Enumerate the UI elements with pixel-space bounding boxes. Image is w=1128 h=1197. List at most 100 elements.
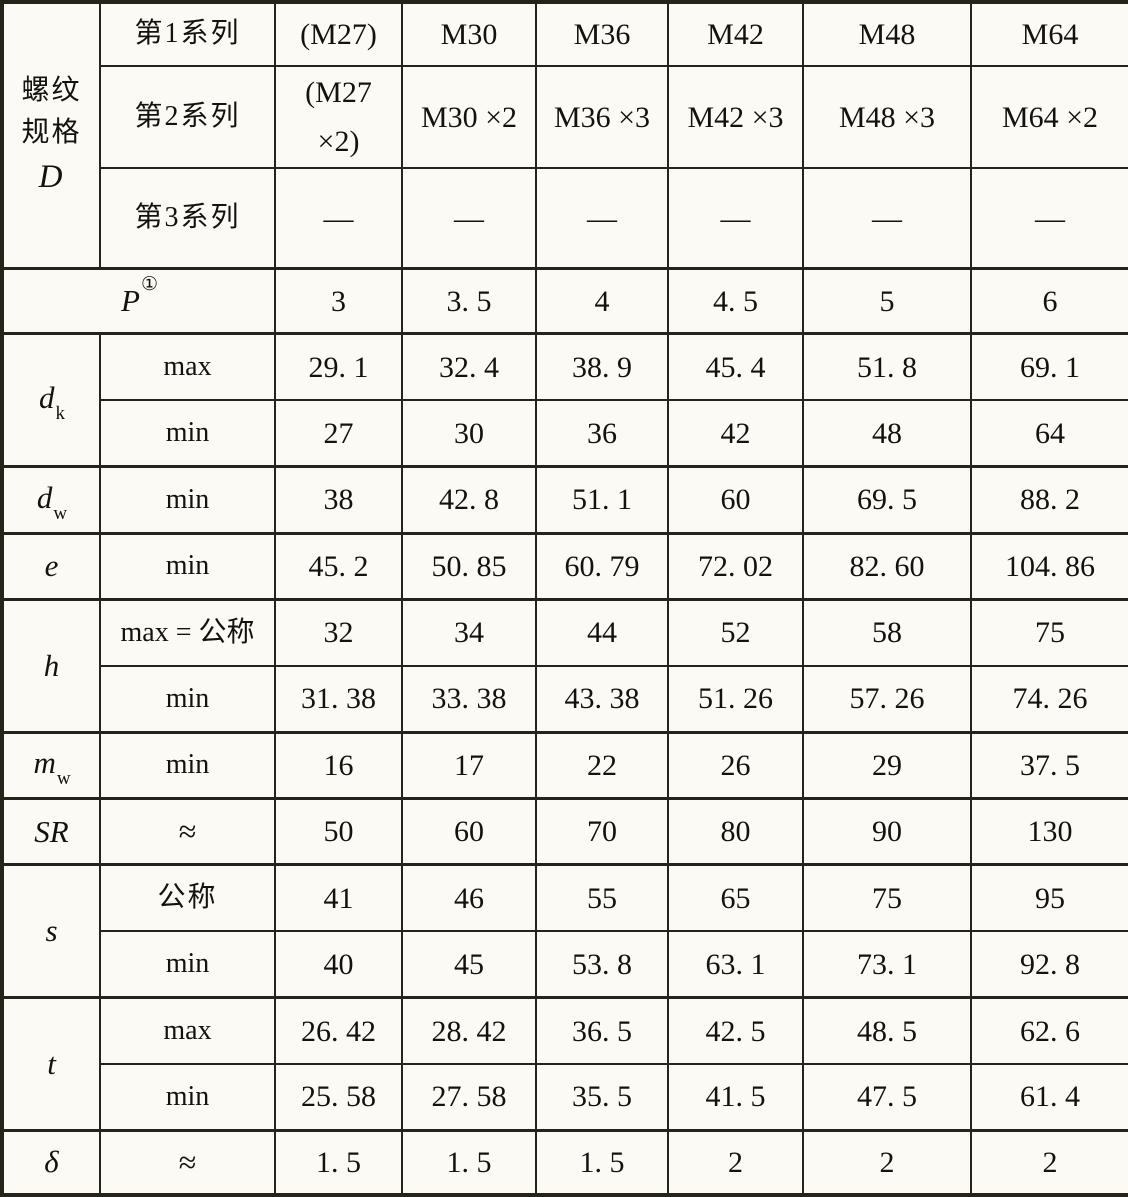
thread-spec-symbol: D <box>38 159 65 196</box>
value-cell: (M27) <box>274 0 403 68</box>
value-cell: 29. 1 <box>274 332 403 402</box>
value-cell: 2 <box>667 1128 804 1196</box>
value-cell: 26. 42 <box>274 996 403 1066</box>
value-cell: 58 <box>802 597 972 667</box>
row-label-sr: SR <box>1 797 101 866</box>
value-cell: 75 <box>802 863 972 933</box>
symbol-dk: dk <box>39 379 65 424</box>
qualifier-cell: min <box>99 730 276 800</box>
symbol-e: e <box>44 548 59 584</box>
table-row: SR ≈ 50 60 70 80 90 130 <box>1 797 1128 866</box>
value-cell: M36 ×3 <box>535 65 669 169</box>
value-cell: 22 <box>535 730 669 800</box>
value-cell: 43. 38 <box>535 664 669 734</box>
value-cell: M42 ×3 <box>667 65 804 169</box>
symbol-t: t <box>47 1045 56 1081</box>
value-cell: 51. 1 <box>535 465 669 535</box>
value-cell: 1. 5 <box>535 1128 669 1196</box>
value-cell: 4 <box>535 267 669 335</box>
value-cell: 52 <box>667 597 804 667</box>
symbol-s: s <box>45 913 58 949</box>
value-cell: 104. 86 <box>970 531 1128 601</box>
value-cell: 46 <box>401 863 537 933</box>
row-label-t: t <box>1 996 101 1132</box>
value-cell: 48 <box>802 399 972 468</box>
table-row: min 40 45 53. 8 63. 1 73. 1 92. 8 <box>2 930 1128 999</box>
value-cell: 27. 58 <box>401 1063 537 1132</box>
value-text: (M27 ×2) <box>305 75 372 159</box>
value-cell: 17 <box>401 730 537 800</box>
value-cell: 69. 1 <box>970 332 1128 402</box>
value-cell: 75 <box>970 597 1128 667</box>
value-cell: 36. 5 <box>535 996 669 1066</box>
value-cell: 33. 38 <box>401 664 537 734</box>
value-cell: — <box>802 166 972 270</box>
row-label-mw: mw <box>1 730 101 800</box>
value-cell: 62. 6 <box>970 996 1128 1066</box>
value-cell: 82. 60 <box>802 531 972 601</box>
thread-spec-label-line1: 螺纹 <box>21 75 82 107</box>
value-cell: 25. 58 <box>274 1063 403 1132</box>
value-cell: M48 <box>802 0 972 68</box>
row-label-e: e <box>1 531 101 601</box>
footnote-ref: ① <box>140 274 158 296</box>
value-cell: 61. 4 <box>970 1063 1128 1132</box>
value-cell: 1. 5 <box>401 1128 537 1196</box>
value-cell: 95 <box>970 863 1128 933</box>
value-cell: 40 <box>274 930 403 999</box>
value-cell: 65 <box>667 863 804 933</box>
value-cell: 27 <box>274 399 403 468</box>
table-row: dk max 29. 1 32. 4 38. 9 45. 4 51. 8 69.… <box>1 332 1128 468</box>
value-cell: M64 <box>970 0 1128 68</box>
row-label-delta: δ <box>1 1128 101 1196</box>
qualifier-cell: max = 公称 <box>99 597 276 667</box>
value-cell: — <box>970 166 1128 270</box>
value-cell: 45. 4 <box>667 332 804 402</box>
table-row: e min 45. 2 50. 85 60. 79 72. 02 82. 60 … <box>1 531 1128 601</box>
value-cell: 3 <box>274 267 403 335</box>
table-row: min 25. 58 27. 58 35. 5 41. 5 47. 5 61. … <box>2 1063 1128 1132</box>
qualifier-cell: 公称 <box>99 863 276 933</box>
value-cell: M30 ×2 <box>401 65 537 169</box>
qualifier-cell: ≈ <box>99 797 276 866</box>
value-cell: 6 <box>970 267 1128 335</box>
table-row: P① 3 3. 5 4 4. 5 5 6 <box>1 267 1128 335</box>
value-cell: 41. 5 <box>667 1063 804 1132</box>
table-row: min 31. 38 33. 38 43. 38 51. 26 57. 26 7… <box>2 664 1128 734</box>
value-cell: 64 <box>970 399 1128 468</box>
qualifier-cell: ≈ <box>99 1128 276 1196</box>
qualifier-cell: min <box>99 531 276 601</box>
value-cell: 57. 26 <box>802 664 972 734</box>
value-cell: 48. 5 <box>802 996 972 1066</box>
row-label-dk: dk <box>1 332 101 468</box>
table-row: min 27 30 36 42 48 64 <box>2 399 1128 468</box>
value-cell: 53. 8 <box>535 930 669 999</box>
qualifier-cell: min <box>99 465 276 535</box>
symbol-delta: δ <box>44 1144 59 1180</box>
symbol-dw: dw <box>36 479 68 524</box>
value-cell: 35. 5 <box>535 1063 669 1132</box>
qualifier-cell: min <box>99 1063 276 1132</box>
value-cell: 50. 85 <box>401 531 537 601</box>
value-cell: 34 <box>401 597 537 667</box>
symbol-h: h <box>43 647 60 683</box>
value-cell: 60 <box>667 465 804 535</box>
value-cell: 80 <box>667 797 804 866</box>
value-cell: 50 <box>274 797 403 866</box>
value-cell: 2 <box>970 1128 1128 1196</box>
value-cell: 60 <box>401 797 537 866</box>
value-cell: — <box>401 166 537 270</box>
value-cell: (M27 ×2) <box>274 65 403 169</box>
qualifier-cell: min <box>99 399 276 468</box>
value-cell: 45. 2 <box>274 531 403 601</box>
row-label-s: s <box>1 863 101 999</box>
value-cell: 4. 5 <box>667 267 804 335</box>
table-row: 第3系列 — — — — — — <box>2 166 1128 270</box>
value-cell: 73. 1 <box>802 930 972 999</box>
table-row: 第2系列 (M27 ×2) M30 ×2 M36 ×3 M42 ×3 M48 ×… <box>2 65 1128 169</box>
symbol-sr: SR <box>34 813 69 849</box>
value-cell: 42. 8 <box>401 465 537 535</box>
value-cell: 26 <box>667 730 804 800</box>
row-label-dw: dw <box>1 465 101 535</box>
